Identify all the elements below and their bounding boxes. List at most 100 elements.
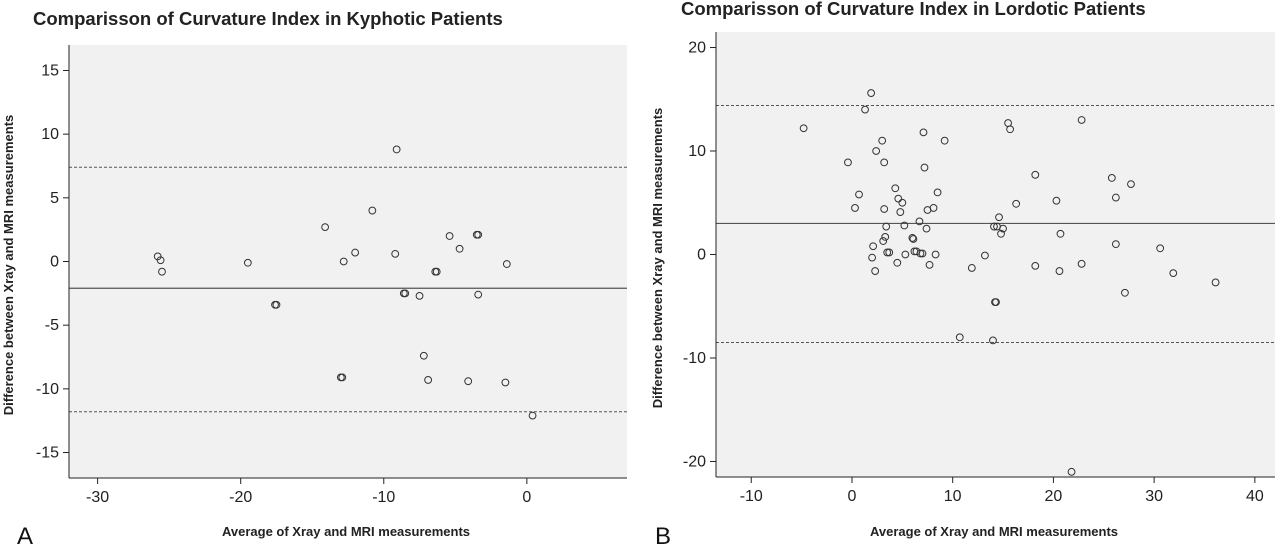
y-tick-label: 15 xyxy=(41,62,59,79)
data-point xyxy=(156,256,165,265)
data-point xyxy=(1055,267,1064,275)
data-point xyxy=(1077,116,1086,124)
y-ticks: -15 -10 -5 0 5 10 15 xyxy=(36,62,69,462)
data-points xyxy=(799,89,1220,476)
data-point xyxy=(528,411,537,420)
data-point xyxy=(1127,180,1135,189)
y-axis-label: Difference between Xray and MRI measurem… xyxy=(650,108,665,409)
data-point xyxy=(1111,240,1120,249)
data-point xyxy=(272,300,281,309)
y-tick-label: -5 xyxy=(45,317,59,334)
y-tick-label: -20 xyxy=(683,453,706,470)
data-point xyxy=(885,248,894,257)
data-point xyxy=(879,237,888,245)
data-point xyxy=(896,208,905,216)
chart-panel-lordotic: Comparisson of Curvature Index in Lordot… xyxy=(650,0,1275,546)
data-point xyxy=(868,253,877,262)
x-ticks: -10 0 10 20 30 40 xyxy=(740,477,1264,505)
data-point xyxy=(401,289,410,298)
data-point xyxy=(989,336,997,345)
data-point xyxy=(158,267,166,276)
data-point xyxy=(1056,229,1065,238)
x-tick-label: -20 xyxy=(229,489,252,506)
x-tick-label: 40 xyxy=(1246,488,1264,505)
data-point xyxy=(799,124,808,133)
data-point xyxy=(940,136,949,145)
data-point xyxy=(891,184,900,193)
y-tick-label: -10 xyxy=(36,381,59,398)
data-point xyxy=(1169,269,1178,278)
data-point xyxy=(908,234,917,242)
data-point xyxy=(893,258,902,267)
data-point xyxy=(919,128,928,137)
data-point xyxy=(981,251,989,260)
data-point xyxy=(869,242,878,251)
data-point xyxy=(1111,193,1120,202)
data-point xyxy=(916,249,925,258)
data-point xyxy=(1052,196,1061,205)
data-point xyxy=(922,224,931,233)
y-tick-label: -10 xyxy=(683,350,706,367)
data-point xyxy=(882,222,891,231)
x-tick-label: 0 xyxy=(848,488,857,505)
data-point xyxy=(501,378,510,387)
y-tick-label: 20 xyxy=(688,40,706,57)
data-point xyxy=(1121,288,1129,297)
data-point xyxy=(1077,259,1086,268)
data-point xyxy=(351,248,360,257)
data-point xyxy=(992,298,1000,307)
data-point xyxy=(861,105,869,114)
data-point xyxy=(955,333,964,342)
data-point xyxy=(391,249,400,258)
y-tick-label: 10 xyxy=(688,143,706,160)
data-point xyxy=(1107,174,1116,182)
data-point xyxy=(844,158,852,167)
data-point xyxy=(920,163,929,172)
data-point xyxy=(909,235,918,243)
data-point xyxy=(464,377,473,386)
data-point xyxy=(1067,467,1076,476)
x-tick-label: -10 xyxy=(372,489,395,506)
data-point xyxy=(880,158,889,167)
data-point xyxy=(900,221,909,230)
data-point xyxy=(1031,170,1040,179)
data-point xyxy=(918,249,927,258)
data-point xyxy=(419,351,428,360)
x-ticks: -30 -20 -10 0 xyxy=(86,478,531,506)
data-point xyxy=(502,260,511,268)
data-point xyxy=(851,204,859,212)
y-tick-label: 5 xyxy=(50,190,59,207)
y-axis-label: Difference between Xray and MRI measurem… xyxy=(1,115,16,416)
x-tick-label: 0 xyxy=(522,489,531,506)
data-point xyxy=(1031,261,1040,270)
data-point xyxy=(867,89,876,97)
data-point xyxy=(1211,278,1220,287)
data-points xyxy=(153,145,537,420)
data-point xyxy=(445,232,454,240)
x-tick-label: 30 xyxy=(1145,488,1163,505)
data-point xyxy=(455,244,464,253)
panel-label: B xyxy=(655,523,671,546)
data-point xyxy=(898,198,907,207)
data-point xyxy=(995,213,1003,222)
data-point xyxy=(339,257,348,266)
y-tick-label: -15 xyxy=(36,445,59,462)
data-point xyxy=(855,190,863,199)
data-point xyxy=(880,205,889,213)
plot-area xyxy=(716,32,1275,477)
y-tick-label: 10 xyxy=(41,126,59,143)
data-point xyxy=(871,267,880,275)
data-point xyxy=(368,206,377,215)
data-point xyxy=(474,290,483,299)
data-point xyxy=(432,267,441,276)
data-point xyxy=(321,223,330,232)
data-point xyxy=(474,230,483,239)
plot-area xyxy=(69,45,627,478)
data-point xyxy=(392,145,401,154)
x-tick-label: -30 xyxy=(86,489,109,506)
x-tick-label: 20 xyxy=(1045,488,1063,505)
data-point xyxy=(424,376,433,384)
y-tick-label: 0 xyxy=(50,254,59,271)
chart-panel-kyphotic: Comparisson of Curvature Index in Kyphot… xyxy=(1,8,627,546)
